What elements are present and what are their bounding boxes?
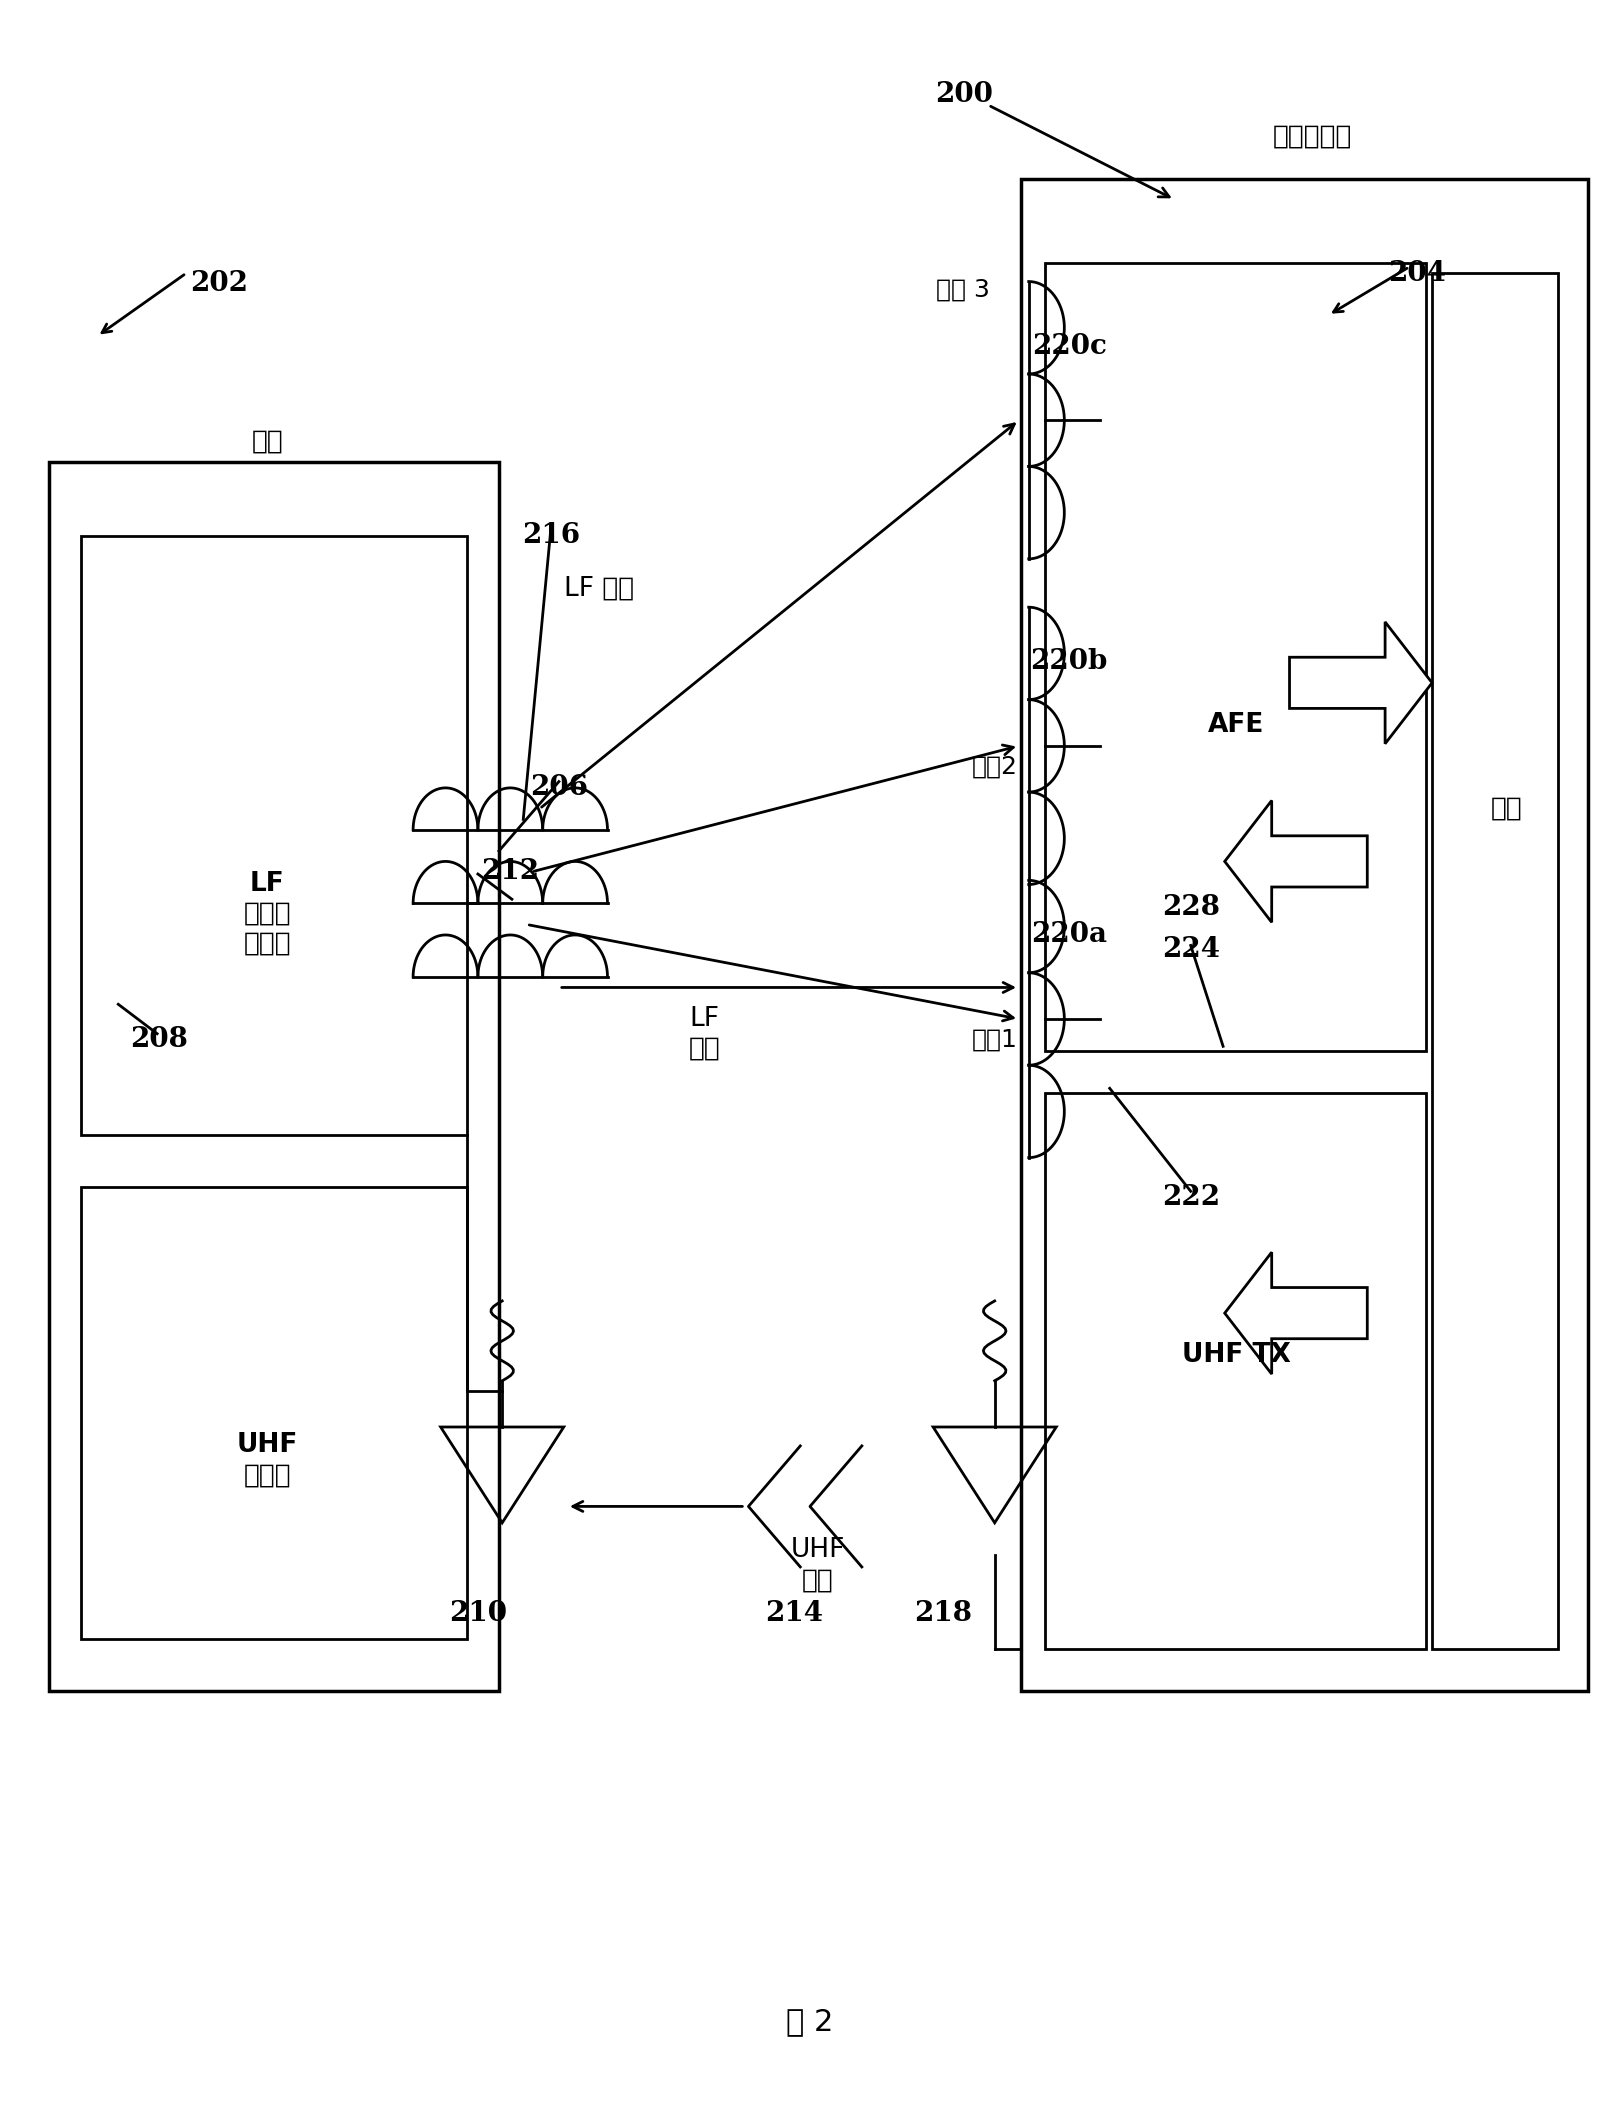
Text: UHF
接收机: UHF 接收机 [237, 1433, 298, 1488]
Text: LF
发射机
读出器: LF 发射机 读出器 [243, 872, 292, 956]
Text: AFE: AFE [1209, 712, 1264, 737]
Text: 228: 228 [1162, 895, 1220, 920]
Bar [1021, 179, 1588, 1691]
Text: 控制: 控制 [1490, 796, 1523, 821]
Text: 222: 222 [1162, 1185, 1220, 1210]
Text: 208: 208 [130, 1027, 188, 1053]
Text: 天线2: 天线2 [972, 754, 1017, 779]
Text: 204: 204 [1388, 261, 1447, 286]
Text: 220c: 220c [1032, 334, 1106, 359]
Text: 天线 3: 天线 3 [936, 277, 990, 303]
Bar [81, 1187, 467, 1639]
Bar [81, 536, 467, 1135]
Bar [49, 462, 499, 1691]
Text: 216: 216 [522, 523, 580, 548]
Text: 224: 224 [1162, 937, 1220, 962]
Bar [1045, 263, 1426, 1050]
Polygon shape [1290, 622, 1432, 744]
Polygon shape [1225, 1252, 1367, 1374]
Text: 发射应答机: 发射应答机 [1273, 124, 1351, 149]
Polygon shape [1225, 800, 1367, 922]
Text: 200: 200 [935, 82, 993, 107]
Text: 220a: 220a [1032, 922, 1106, 948]
Text: 218: 218 [914, 1601, 972, 1626]
Text: LF
命令: LF 命令 [688, 1006, 721, 1061]
Text: LF 响应: LF 响应 [564, 576, 635, 601]
Text: 210: 210 [449, 1601, 507, 1626]
Text: 基站: 基站 [251, 429, 284, 454]
Text: UHF
响应: UHF 响应 [791, 1538, 846, 1593]
Text: 206: 206 [530, 775, 588, 800]
Bar [1432, 273, 1558, 1649]
Text: 202: 202 [190, 271, 248, 296]
Text: 214: 214 [765, 1601, 823, 1626]
Bar [1045, 1093, 1426, 1649]
Text: 220b: 220b [1030, 649, 1108, 674]
Text: 图 2: 图 2 [786, 2006, 834, 2036]
Text: 天线1: 天线1 [972, 1027, 1017, 1053]
Text: UHF TX: UHF TX [1181, 1343, 1291, 1368]
Text: 212: 212 [481, 859, 539, 885]
